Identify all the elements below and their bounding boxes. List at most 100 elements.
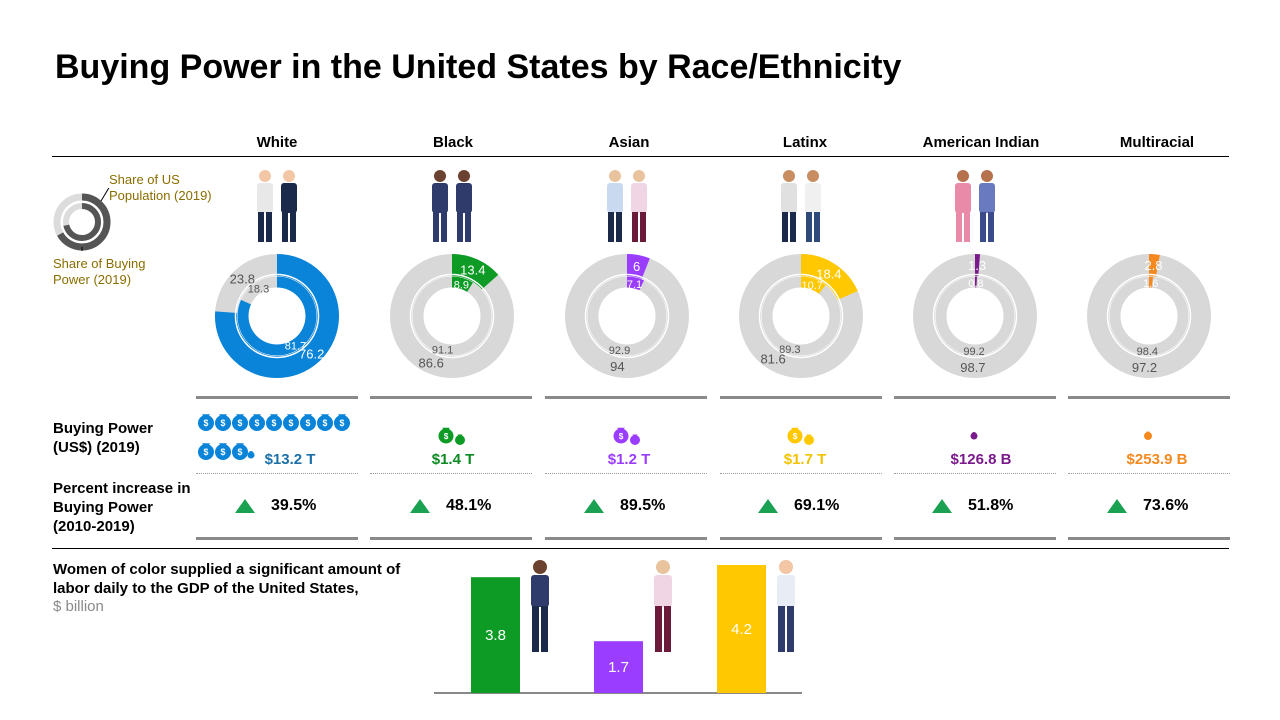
percent-increase-american-indian: 51.8% [892, 497, 1062, 517]
section-rule [52, 548, 1229, 549]
svg-text:$: $ [619, 432, 624, 441]
donut-data-label: 7.1 [627, 279, 642, 291]
donut-population-arc [626, 254, 650, 279]
percent-increase-value: 51.8% [968, 497, 1014, 514]
people-illustration-white [257, 170, 297, 242]
donut-latinx: 18.410.7 81.689.3 [739, 254, 863, 378]
column-divider [545, 537, 707, 540]
column-divider [545, 396, 707, 399]
people-illustration-asian [607, 170, 647, 242]
buying-power-value-latinx: $1.7 T [783, 451, 827, 468]
buying-power-value-american-indian: $126.8 B [950, 451, 1012, 468]
money-bag-icon: $ [300, 414, 316, 431]
donut-data-label: 2.8 [1144, 258, 1162, 273]
row-divider [196, 473, 358, 474]
donut-data-label: 13.4 [460, 263, 485, 278]
column-header-black: Black [432, 134, 474, 151]
donut-data-label: 81.7 [285, 341, 306, 353]
donut-american-indian: 1.3 0.8 98.7 99.2 [913, 254, 1037, 378]
up-triangle-icon [1107, 499, 1127, 513]
column-divider [720, 396, 882, 399]
donut-ring-gap [1106, 273, 1192, 359]
donut-data-label: 86.6 [419, 356, 444, 371]
percent-increase-asian: 89.5% [544, 497, 714, 517]
donut-data-label: 91.1 [432, 345, 453, 357]
money-bag-icon [630, 434, 640, 445]
percent-increase-value: 48.1% [446, 497, 492, 514]
donut-data-label: 89.3 [779, 344, 800, 356]
money-bag-icon [455, 434, 465, 445]
column-divider [1068, 396, 1230, 399]
money-bag-icon: $ [266, 414, 282, 431]
row-divider [1068, 473, 1230, 474]
donut-data-label: 23.8 [230, 272, 255, 287]
money-bag-icon: $ [317, 414, 333, 431]
percent-increase-multiracial: 73.6% [1067, 497, 1237, 517]
bar [594, 641, 643, 693]
donut-data-label: 99.2 [963, 346, 984, 358]
column-header-latinx: Latinx [782, 134, 828, 151]
donut-data-label: 98.7 [960, 360, 985, 375]
people-illustration-american-indian [955, 170, 995, 242]
donut-data-label: 81.6 [760, 352, 785, 367]
up-triangle-icon [235, 499, 255, 513]
percent-increase-value: 73.6% [1143, 497, 1189, 514]
svg-text:$: $ [221, 418, 226, 428]
donut-population-arc [451, 254, 499, 290]
svg-text:$: $ [204, 447, 209, 457]
column-divider [196, 537, 358, 540]
money-bag-icon: $ [215, 443, 231, 460]
money-bag-icon: $ [249, 414, 265, 431]
money-bag-icon: $ [198, 414, 214, 431]
people-illustration-black [432, 170, 472, 242]
up-triangle-icon [410, 499, 430, 513]
page-title: Buying Power in the United States by Rac… [55, 48, 902, 86]
column-header-american-indian: American Indian [922, 134, 1040, 151]
money-bag-icon: $ [198, 443, 214, 460]
donut-data-label: 94 [610, 359, 624, 374]
money-bag-icon: $ [232, 443, 248, 460]
up-triangle-icon [758, 499, 778, 513]
buying-power-value-asian: $1.2 T [607, 451, 651, 468]
money-bag-icon: $ [438, 427, 454, 444]
woman-illustration [531, 560, 549, 652]
donut-population-arc [1148, 254, 1160, 277]
donut-ring-gap [234, 273, 320, 359]
donut-data-label: 18.4 [816, 266, 841, 281]
donut-data-label: 8.9 [454, 279, 469, 291]
donut-data-label: 1.3 [968, 258, 986, 273]
woman-illustration [777, 560, 795, 652]
row-label-buying-power: Buying Power (US$) (2019) [53, 420, 154, 456]
donut-black: 13.48.9 86.691.1 [390, 254, 514, 378]
women-of-color-title: Women of color supplied a significant am… [53, 561, 401, 597]
row-divider [545, 473, 707, 474]
bar-value-label: 1.7 [608, 659, 629, 676]
legend-buying-power-label: Share of Buying Power (2019) [53, 256, 146, 287]
money-bag-icon [970, 432, 978, 440]
donut-ring-gap [584, 273, 670, 359]
donut-data-label: 0.8 [968, 278, 983, 290]
column-divider [894, 537, 1056, 540]
column-divider [196, 396, 358, 399]
row-divider [894, 473, 1056, 474]
svg-text:$: $ [238, 447, 243, 457]
percent-increase-value: 69.1% [794, 497, 840, 514]
donut-data-label: 76.2 [299, 346, 324, 361]
donut-data-label: 18.3 [248, 284, 269, 296]
donut-buying-power-arc [800, 276, 826, 294]
svg-text:$: $ [204, 418, 209, 428]
svg-text:$: $ [272, 418, 277, 428]
row-divider [720, 473, 882, 474]
row-label-percent-increase: Percent increase in Buying Power (2010-2… [53, 480, 191, 535]
buying-power-value-white: $13.2 T [264, 451, 316, 468]
donut-population-arc [800, 254, 858, 301]
svg-text:$: $ [340, 418, 345, 428]
up-triangle-icon [584, 499, 604, 513]
donut-asian: 6 7.1 94 92.9 [565, 254, 689, 378]
donut-ring-gap [409, 273, 495, 359]
money-bag-icon [804, 434, 814, 445]
money-bag-icon [1144, 431, 1152, 440]
percent-increase-value: 39.5% [271, 497, 317, 514]
